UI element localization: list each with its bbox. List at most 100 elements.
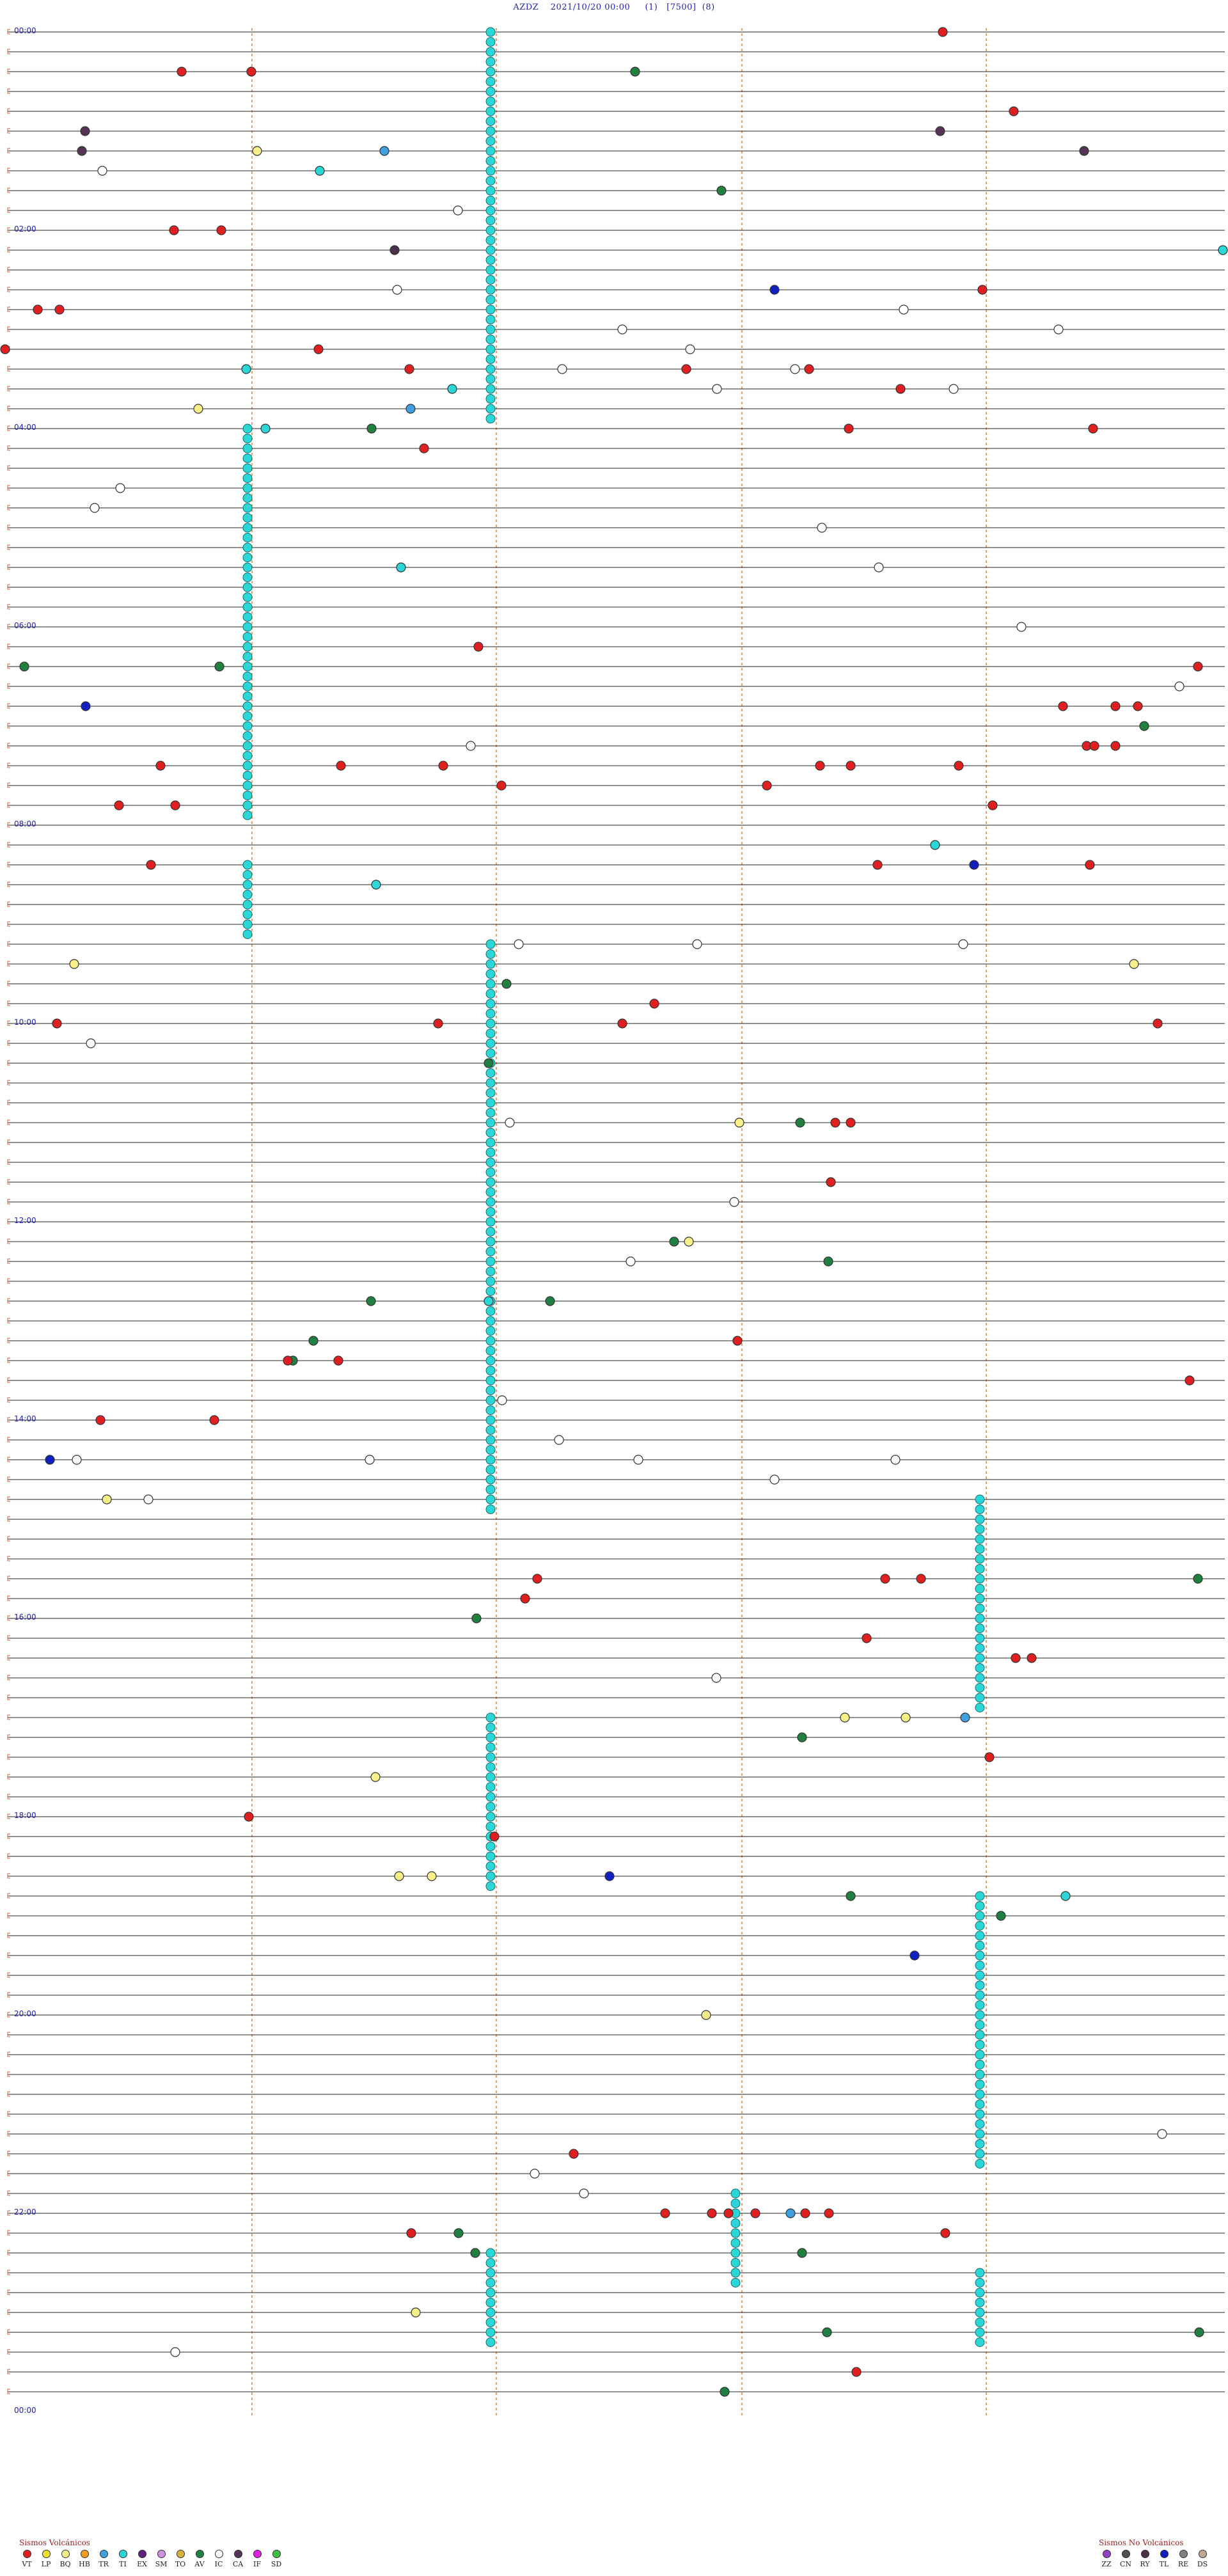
row-tick — [7, 1873, 10, 1879]
legend-dot-icon — [253, 2550, 262, 2558]
event-marker-RY — [390, 245, 400, 255]
tremor-burst-marker — [975, 1950, 985, 1961]
row-tick — [7, 108, 10, 114]
event-marker-TI — [1218, 245, 1228, 255]
tremor-burst-marker — [975, 1941, 985, 1950]
row-tick — [7, 29, 10, 35]
tremor-burst-marker — [485, 1018, 496, 1029]
row-tick — [7, 1734, 10, 1740]
event-marker-VT — [824, 2208, 834, 2218]
tremor-burst-marker — [485, 225, 496, 235]
event-marker-TL — [909, 1950, 920, 1961]
tremor-burst-marker — [485, 1474, 496, 1485]
row-tick — [7, 2210, 10, 2216]
row-tick — [7, 247, 10, 253]
row-tick — [7, 1040, 10, 1046]
tremor-burst-marker — [485, 1187, 496, 1197]
legend-volcanic: Sismos Volcánicos VT LP BQ HB TR TI EX SM TO AV IC… — [19, 2538, 284, 2568]
tremor-burst-marker — [975, 1514, 985, 1524]
tremor-burst-marker — [242, 751, 253, 761]
tremor-burst-marker — [975, 2040, 985, 2050]
row-tick — [7, 1437, 10, 1442]
tremor-burst-marker — [485, 1842, 496, 1851]
row-tick — [7, 1476, 10, 1482]
row-tick — [7, 1159, 10, 1165]
row-tick — [7, 1615, 10, 1621]
tremor-burst-marker — [485, 1861, 496, 1871]
event-marker-VT — [707, 2208, 717, 2218]
tremor-burst-marker — [975, 1544, 985, 1554]
tremor-burst-marker — [485, 1088, 496, 1098]
row-tick — [7, 1952, 10, 1958]
tremor-burst-marker — [485, 1038, 496, 1048]
tremor-burst-marker — [485, 1375, 496, 1386]
tremor-burst-marker — [485, 146, 496, 156]
legend-item-ic: IC — [211, 2550, 226, 2568]
tremor-burst-marker — [485, 1881, 496, 1891]
row-tick — [7, 2190, 10, 2196]
tremor-burst-marker — [975, 2030, 985, 2040]
row-tick — [7, 1913, 10, 1918]
event-marker-BQ — [69, 959, 79, 969]
tremor-burst-marker — [485, 2288, 496, 2298]
row-tick — [7, 1100, 10, 1105]
legend-dot-icon — [1140, 2550, 1149, 2558]
tremor-burst-marker — [975, 2337, 985, 2347]
tremor-burst-marker — [485, 1425, 496, 1435]
legend-dot-icon — [233, 2550, 242, 2558]
tremor-burst-marker — [485, 27, 496, 37]
row-tick — [7, 2250, 10, 2256]
event-marker-IC — [90, 503, 100, 513]
event-marker-VT — [1185, 1375, 1195, 1386]
event-marker-IC — [497, 1395, 507, 1405]
tremor-burst-marker — [242, 919, 253, 929]
event-marker-VT — [681, 364, 691, 374]
event-marker-VT — [750, 2208, 760, 2218]
tremor-burst-marker — [485, 1762, 496, 1772]
event-marker-VT — [333, 1355, 343, 1366]
row-tick — [7, 187, 10, 193]
tremor-burst-marker — [485, 1366, 496, 1375]
tremor-burst-marker — [242, 463, 253, 473]
event-marker-IC — [711, 1673, 721, 1683]
tremor-burst-marker — [485, 1772, 496, 1782]
row-tick — [7, 1318, 10, 1324]
row-tick — [7, 1853, 10, 1859]
row-tick — [7, 1298, 10, 1304]
tremor-burst-marker — [485, 2258, 496, 2268]
tremor-burst-marker — [485, 186, 496, 196]
row-tick — [7, 1794, 10, 1799]
tremor-burst-marker — [975, 2060, 985, 2069]
tremor-burst-marker — [242, 870, 253, 880]
tremor-burst-marker — [485, 1355, 496, 1366]
tremor-burst-marker — [485, 1782, 496, 1792]
row-tick — [7, 881, 10, 887]
row-tick — [7, 306, 10, 312]
row-tick — [7, 1675, 10, 1680]
legend-dot-icon — [138, 2550, 146, 2558]
legend-item-zz: ZZ — [1099, 2550, 1114, 2568]
event-marker-TI — [447, 384, 457, 394]
event-marker-IC — [685, 344, 695, 354]
tremor-burst-marker — [242, 622, 253, 632]
row-tick — [7, 128, 10, 134]
tremor-burst-marker — [242, 661, 253, 672]
event-marker-VT — [830, 1118, 840, 1128]
tremor-burst-marker — [485, 1157, 496, 1167]
legend-dot-icon — [118, 2550, 127, 2558]
row-tick — [7, 326, 10, 332]
event-marker-VT — [52, 1018, 62, 1029]
tremor-burst-marker — [485, 2337, 496, 2347]
tremor-burst-marker — [485, 2318, 496, 2327]
event-marker-AV — [308, 1336, 319, 1346]
event-marker-IC — [143, 1494, 154, 1505]
tremor-burst-marker — [485, 324, 496, 335]
event-marker-AV — [716, 186, 727, 196]
legend-code: LP — [41, 2560, 51, 2568]
legend-dot-icon — [61, 2550, 70, 2558]
tremor-burst-marker — [975, 2149, 985, 2159]
legend-dot-icon — [1179, 2550, 1188, 2558]
tremor-burst-marker — [242, 642, 253, 652]
tremor-burst-marker — [485, 939, 496, 949]
row-tick — [7, 842, 10, 848]
